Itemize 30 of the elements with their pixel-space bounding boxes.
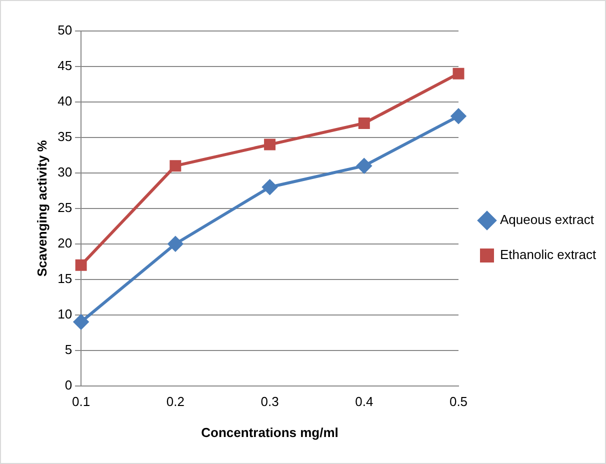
x-axis-title: Concentrations mg/ml bbox=[201, 424, 338, 440]
legend-label: Aqueous extract bbox=[500, 212, 594, 228]
y-tick-label: 15 bbox=[58, 270, 72, 286]
point bbox=[451, 108, 466, 124]
legend-label: Ethanolic extract bbox=[500, 247, 596, 262]
point bbox=[452, 68, 464, 80]
y-tick-label: 20 bbox=[58, 235, 72, 250]
point bbox=[262, 180, 278, 195]
y-tick-label: 10 bbox=[58, 306, 72, 322]
point bbox=[75, 259, 87, 271]
point bbox=[358, 118, 370, 129]
x-tick-label: 0.1 bbox=[72, 394, 90, 410]
point bbox=[74, 314, 89, 330]
y-tick-label: 0 bbox=[64, 377, 72, 392]
y-tick-label: 25 bbox=[58, 200, 72, 215]
y-tick-label: 5 bbox=[64, 342, 72, 357]
x-tick-label: 0.3 bbox=[260, 394, 279, 410]
y-tick-label: 45 bbox=[58, 58, 72, 74]
point bbox=[168, 236, 183, 252]
point bbox=[356, 158, 372, 174]
y-tick-label: 30 bbox=[58, 164, 72, 180]
y-axis-title: Scavenging activity % bbox=[34, 140, 50, 277]
x-tick-label: 0.4 bbox=[355, 394, 374, 410]
x-tick-label: 0.5 bbox=[449, 394, 468, 410]
x-tick-label: 0.2 bbox=[166, 394, 184, 410]
y-tick-label: 40 bbox=[58, 94, 72, 109]
point bbox=[170, 160, 182, 172]
point bbox=[264, 138, 276, 150]
y-tick-label: 50 bbox=[58, 22, 72, 38]
y-tick-label: 35 bbox=[58, 129, 72, 144]
